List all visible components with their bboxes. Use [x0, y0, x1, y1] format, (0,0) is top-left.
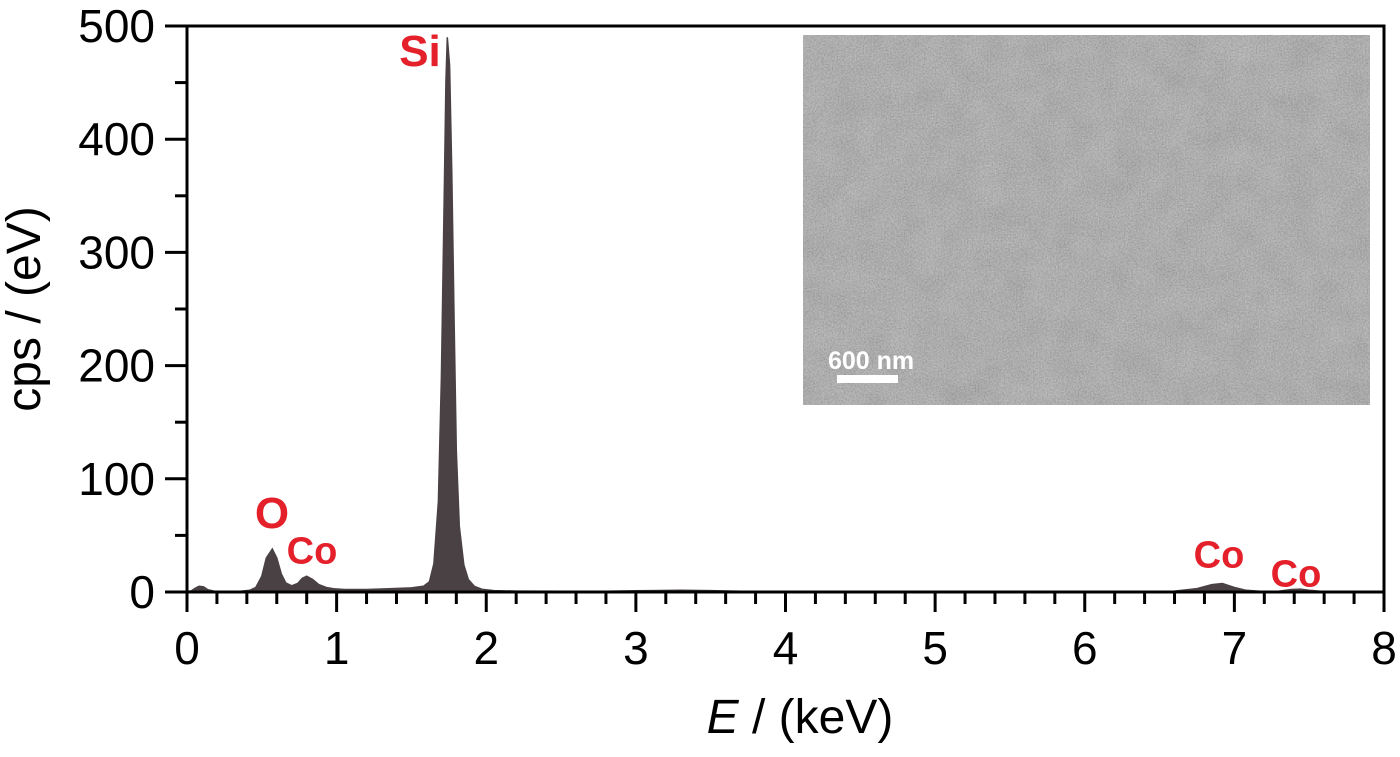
y-tick-label: 100 — [78, 453, 155, 505]
x-axis-label-symbol: E — [707, 691, 740, 744]
y-tick-label: 0 — [129, 566, 155, 618]
x-tick-label: 8 — [1371, 622, 1397, 674]
x-tick-label: 1 — [324, 622, 350, 674]
x-tick-label: 7 — [1222, 622, 1248, 674]
y-tick-label: 400 — [78, 113, 155, 165]
sem-inset-grain — [803, 35, 1370, 405]
x-tick-label: 0 — [174, 622, 200, 674]
y-tick-label: 500 — [78, 0, 155, 52]
y-tick-label: 200 — [78, 340, 155, 392]
x-tick-label: 4 — [773, 622, 799, 674]
tick-labels: 0 1 2 3 4 5 6 7 8 0 100 200 300 400 500 — [78, 0, 1397, 674]
scalebar — [837, 375, 898, 383]
axes — [165, 24, 1386, 612]
x-tick-label: 2 — [473, 622, 499, 674]
element-label-si: Si — [399, 27, 441, 76]
sem-inset-image: 600 nm — [803, 35, 1370, 405]
x-tick-label: 6 — [1072, 622, 1098, 674]
x-axis-label: E / (keV) — [707, 691, 894, 744]
spectrum-area-series — [186, 37, 1385, 593]
scalebar-label: 600 nm — [828, 347, 914, 375]
x-tick-label: 3 — [623, 622, 649, 674]
element-label-co: Co — [287, 531, 338, 573]
y-axis-label: cps / (eV) — [0, 206, 51, 411]
x-tick-label: 5 — [922, 622, 948, 674]
y-tick-label: 300 — [78, 226, 155, 278]
element-label-co: Co — [1271, 554, 1322, 596]
x-axis-label-units: / (keV) — [739, 691, 894, 744]
element-label-co: Co — [1194, 535, 1245, 577]
element-label-o: O — [255, 489, 289, 538]
